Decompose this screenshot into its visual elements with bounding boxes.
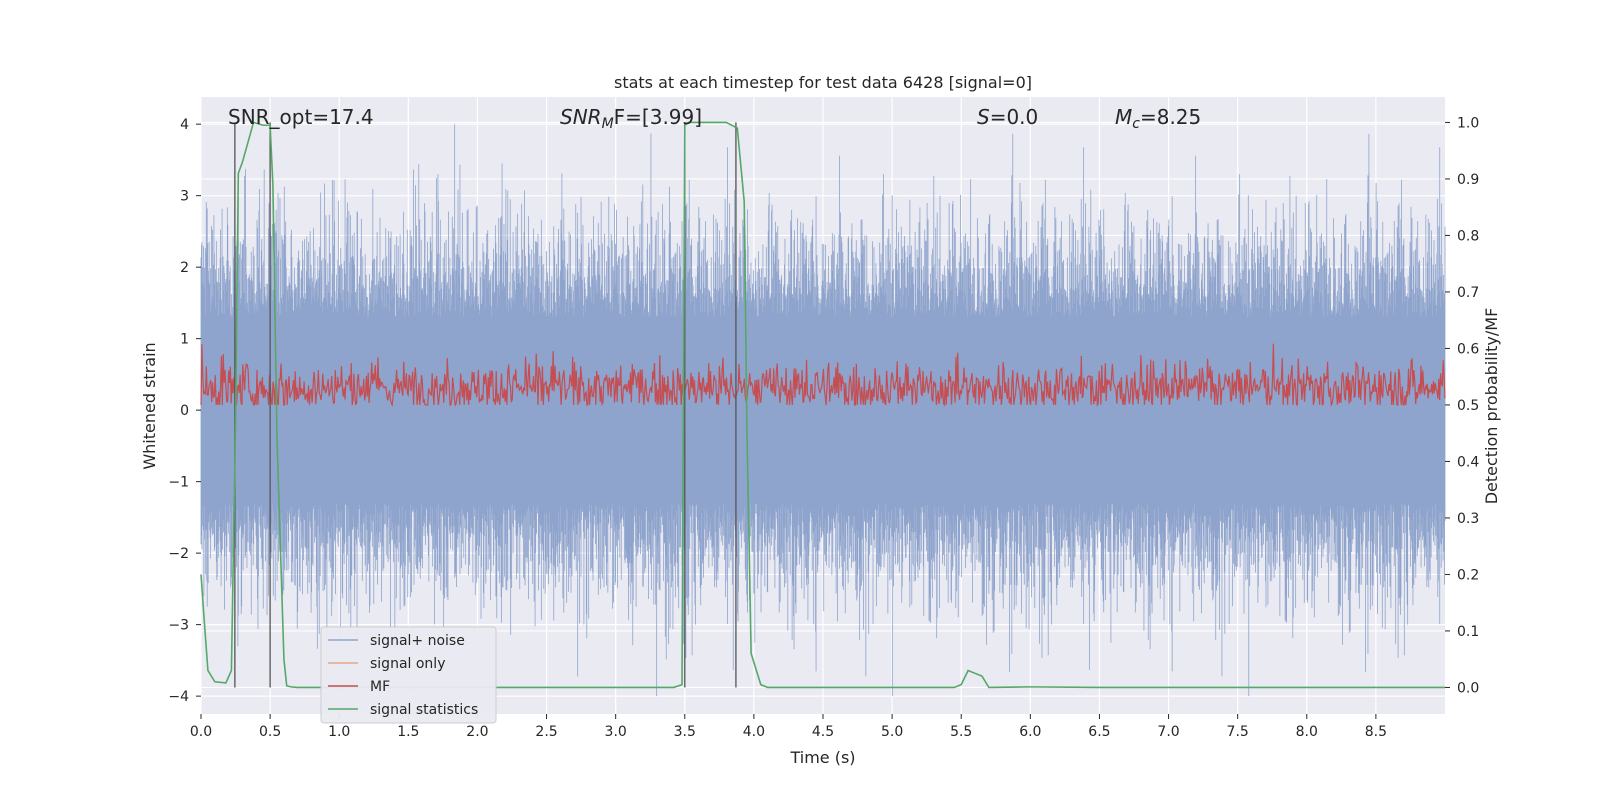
legend-label-mf: MF [370,679,390,695]
y2-tick-label-0: 0.0 [1457,680,1479,696]
y-tick-label-7: 3 [180,189,189,205]
annotation-s: S=0.0 [977,105,1038,129]
y-tick-label-3: −1 [168,475,189,491]
x-tick-label-7: 3.5 [674,724,696,740]
y-tick-label-0: −4 [168,689,189,705]
y2-tick-label-2: 0.2 [1457,567,1479,583]
y2-tick-label-6: 0.6 [1457,341,1479,357]
mc-subscript: c [1132,116,1140,132]
x-tick-label-0: 0.0 [190,724,212,740]
x-tick-label-10: 5.0 [881,724,903,740]
y2-tick-label-1: 0.1 [1457,624,1479,640]
series-signal-statistics [200,121,1445,689]
annotation-snr-mf: SNRMF=[3.99] [560,105,702,132]
x-tick-label-15: 7.5 [1227,724,1249,740]
vertical-markers [234,122,737,688]
signal-statistics-line [200,121,1445,689]
x-tick-label-12: 6.0 [1019,724,1041,740]
y2-tick-label-4: 0.4 [1457,454,1479,470]
y2-axis-ticks: 0.0 0.1 0.2 0.3 0.4 0.5 0.6 0.7 0.8 0.9 1.0 [1445,115,1479,696]
x-tick-label-11: 5.5 [950,724,972,740]
x-tick-label-17: 8.5 [1365,724,1387,740]
y-tick-label-8: 4 [180,117,189,133]
x-tick-label-6: 3.0 [605,724,627,740]
mf-line [200,343,1446,408]
legend: signal+ noise signal only MF signal stat… [320,626,497,724]
y2-axis-label: Detection probability/MF [1482,308,1501,505]
y-axis-ticks: −4 −3 −2 −1 0 1 2 3 4 [168,117,201,705]
legend-label-signal-only: signal only [370,656,445,672]
chart-title: stats at each timestep for test data 642… [614,73,1032,92]
x-tick-label-2: 1.0 [328,724,350,740]
y2-tick-label-8: 0.8 [1457,228,1479,244]
snr-mf-subscript: M [602,116,614,132]
annotation-mc: Mc=8.25 [1115,105,1201,132]
x-tick-label-16: 8.0 [1296,724,1318,740]
y-tick-label-5: 1 [180,332,189,348]
y-tick-label-1: −3 [168,618,189,634]
y2-tick-label-9: 0.9 [1457,172,1479,188]
x-tick-label-14: 7.0 [1157,724,1179,740]
y-tick-label-4: 0 [180,403,189,419]
x-tick-label-5: 2.5 [535,724,557,740]
snr-mf-symbol: SNR [560,105,602,129]
y2-tick-label-3: 0.3 [1457,511,1479,527]
x-axis-ticks: 0.0 0.5 1.0 1.5 2.0 2.5 3.0 3.5 4.0 4.5 5.0 5.5 6.0 6… [190,714,1387,740]
y-axis-label: Whitened strain [140,342,159,469]
legend-box [320,626,497,724]
y2-tick-label-10: 1.0 [1457,115,1479,131]
s-symbol: S [977,105,990,129]
legend-label-signal-statistics: signal statistics [370,702,478,718]
x-tick-label-4: 2.0 [466,724,488,740]
mc-value: =8.25 [1140,105,1201,129]
annotation-snr-opt: SNR_opt=17.4 [228,105,374,129]
y2-tick-label-7: 0.7 [1457,285,1479,301]
legend-label-signal-noise: signal+ noise [370,633,465,649]
x-tick-label-9: 4.5 [812,724,834,740]
y2-tick-label-5: 0.5 [1457,398,1479,414]
x-tick-label-3: 1.5 [397,724,419,740]
x-tick-label-8: 4.0 [743,724,765,740]
snr-mf-value: F=[3.99] [614,105,702,129]
s-value: =0.0 [990,105,1039,129]
x-tick-label-1: 0.5 [259,724,281,740]
x-axis-label: Time (s) [789,748,855,767]
mc-symbol: M [1115,105,1132,129]
y-tick-label-6: 2 [180,260,189,276]
x-tick-label-13: 6.5 [1088,724,1110,740]
y-tick-label-2: −2 [168,546,189,562]
series-mf [200,343,1446,408]
